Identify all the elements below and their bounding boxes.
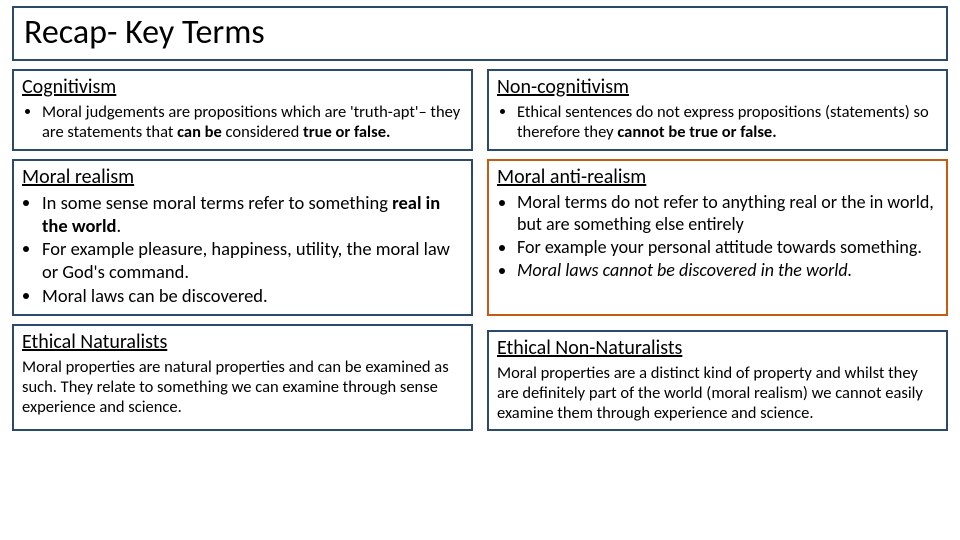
noncognitivism-heading: Non-cognitivism — [497, 75, 938, 99]
list-item: For example pleasure, happiness, utility… — [42, 238, 463, 283]
ethical-naturalists-heading: Ethical Naturalists — [22, 330, 463, 354]
cognitivism-box: Cognitivism Moral judgements are proposi… — [12, 69, 473, 151]
list-item: Moral laws can be discovered. — [42, 285, 463, 308]
moral-realism-list: In some sense moral terms refer to somet… — [22, 192, 463, 307]
list-item: Moral laws cannot be discovered in the w… — [517, 260, 938, 282]
terms-grid: Cognitivism Moral judgements are proposi… — [12, 69, 948, 431]
ethical-naturalists-text: Moral properties are natural properties … — [22, 357, 463, 417]
noncognitivism-list: Ethical sentences do not express proposi… — [497, 102, 938, 142]
list-item: Moral judgements are propositions which … — [42, 102, 463, 142]
ethical-nonnaturalists-text: Moral properties are a distinct kind of … — [497, 363, 938, 423]
moral-antirealism-heading: Moral anti-realism — [497, 165, 938, 189]
moral-antirealism-list: Moral terms do not refer to anything rea… — [497, 192, 938, 282]
list-item: Moral terms do not refer to anything rea… — [517, 192, 938, 236]
ethical-naturalists-box: Ethical Naturalists Moral properties are… — [12, 324, 473, 431]
ethical-nonnaturalists-box: Ethical Non-Naturalists Moral properties… — [487, 330, 948, 431]
list-item: In some sense moral terms refer to somet… — [42, 192, 463, 237]
noncognitivism-box: Non-cognitivism Ethical sentences do not… — [487, 69, 948, 151]
list-item: Ethical sentences do not express proposi… — [517, 102, 938, 142]
cognitivism-heading: Cognitivism — [22, 75, 463, 99]
title-box: Recap- Key Terms — [12, 6, 948, 61]
ethical-nonnaturalists-heading: Ethical Non-Naturalists — [497, 336, 938, 360]
moral-antirealism-box: Moral anti-realism Moral terms do not re… — [487, 159, 948, 316]
moral-realism-box: Moral realism In some sense moral terms … — [12, 159, 473, 316]
page-title: Recap- Key Terms — [24, 12, 936, 53]
cognitivism-list: Moral judgements are propositions which … — [22, 102, 463, 142]
moral-realism-heading: Moral realism — [22, 165, 463, 189]
list-item: For example your personal attitude towar… — [517, 237, 938, 259]
